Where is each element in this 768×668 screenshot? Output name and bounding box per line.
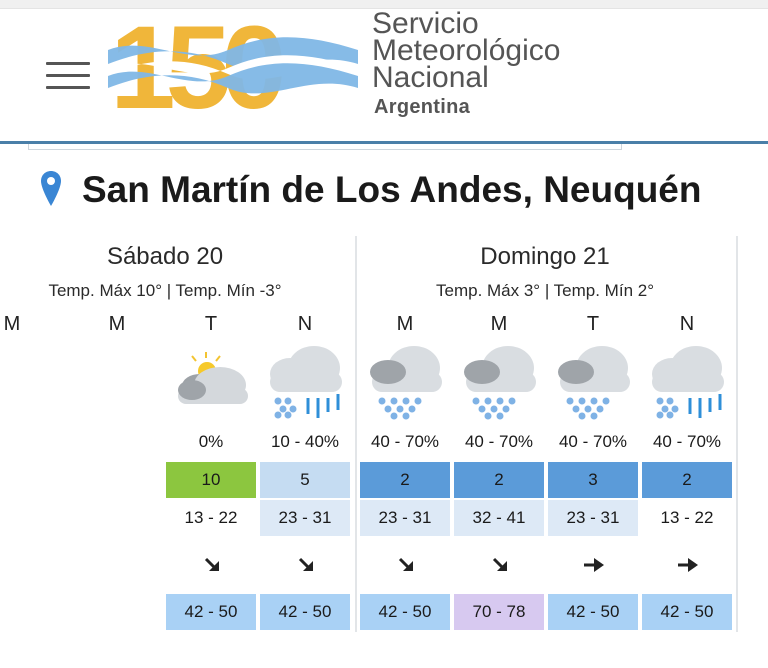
precip-probability: 40 - 70% [558,432,628,451]
org-country: Argentina [374,96,471,118]
period-label: T [586,313,600,335]
gust-speed-cell: 70 - 78 [454,594,544,630]
rain-snow-icon [270,346,342,419]
east-arrow-icon [584,558,604,572]
rain-snow-icon [652,346,724,419]
day-title: Domingo 21 [480,243,610,270]
gust-speed-cell: 42 - 50 [360,594,450,630]
precip-probability: 0% [198,432,224,451]
org-name-line: Meteorológico [372,34,561,67]
wind-speed-cell: 13 - 22 [184,508,238,527]
location-title: San Martín de Los Andes, Neuquén [82,169,702,210]
org-name-line: Nacional [372,61,489,94]
wind-speed-cell: 32 - 41 [454,500,544,536]
precip-probability: 40 - 70% [370,432,440,451]
smn-150-logo: 150 [108,12,358,120]
wind-speed-cell: 23 - 31 [360,500,450,536]
header-divider [0,141,768,144]
day-divider [736,236,738,632]
period-label: M [490,313,508,335]
east-arrow-icon [678,558,698,572]
partly-cloudy-icon [178,352,248,404]
precip-probability: 40 - 70% [652,432,722,451]
precip-probability: 10 - 40% [270,432,340,451]
uv-index-cell: 2 [454,462,544,498]
wind-speed-cell: 13 - 22 [660,508,714,527]
period-label: T [204,313,218,335]
precip-probability: 40 - 70% [464,432,534,451]
southeast-arrow-icon [204,557,219,571]
gust-speed-cell: 42 - 50 [548,594,638,630]
day-divider [355,236,357,632]
period-label: M [108,313,126,335]
uv-index-cell: 2 [642,462,732,498]
wind-speed-cell: 23 - 31 [548,500,638,536]
wind-speed-cell: 23 - 31 [260,500,350,536]
period-label-partial: M [3,313,21,335]
day-temps: Temp. Máx 3° | Temp. Mín 2° [436,281,654,300]
period-label: M [396,313,414,335]
uv-index-cell: 2 [360,462,450,498]
southeast-arrow-icon [298,557,313,571]
uv-index-cell: 3 [548,462,638,498]
hamburger-menu-icon[interactable] [46,62,90,90]
period-label: N [297,313,313,335]
gust-speed-cell: 42 - 50 [642,594,732,630]
southeast-arrow-icon [492,557,507,571]
gust-speed-cell: 42 - 50 [166,594,256,630]
map-pin-icon [41,171,61,206]
uv-index-cell: 5 [260,462,350,498]
snow-cloud-icon [464,346,536,420]
day-temps: Temp. Máx 10° | Temp. Mín -3° [48,281,282,300]
org-name-line: Servicio [372,7,479,40]
org-name: Servicio Meteorológico Nacional [372,7,561,94]
search-bar-edge [28,144,622,150]
gust-speed-cell: 42 - 50 [260,594,350,630]
southeast-arrow-icon [398,557,413,571]
snow-cloud-icon [558,346,630,420]
day-title: Sábado 20 [106,243,224,270]
uv-index-cell: 10 [166,462,256,498]
top-edge [0,0,768,9]
period-label: N [679,313,695,335]
snow-cloud-icon [370,346,442,420]
